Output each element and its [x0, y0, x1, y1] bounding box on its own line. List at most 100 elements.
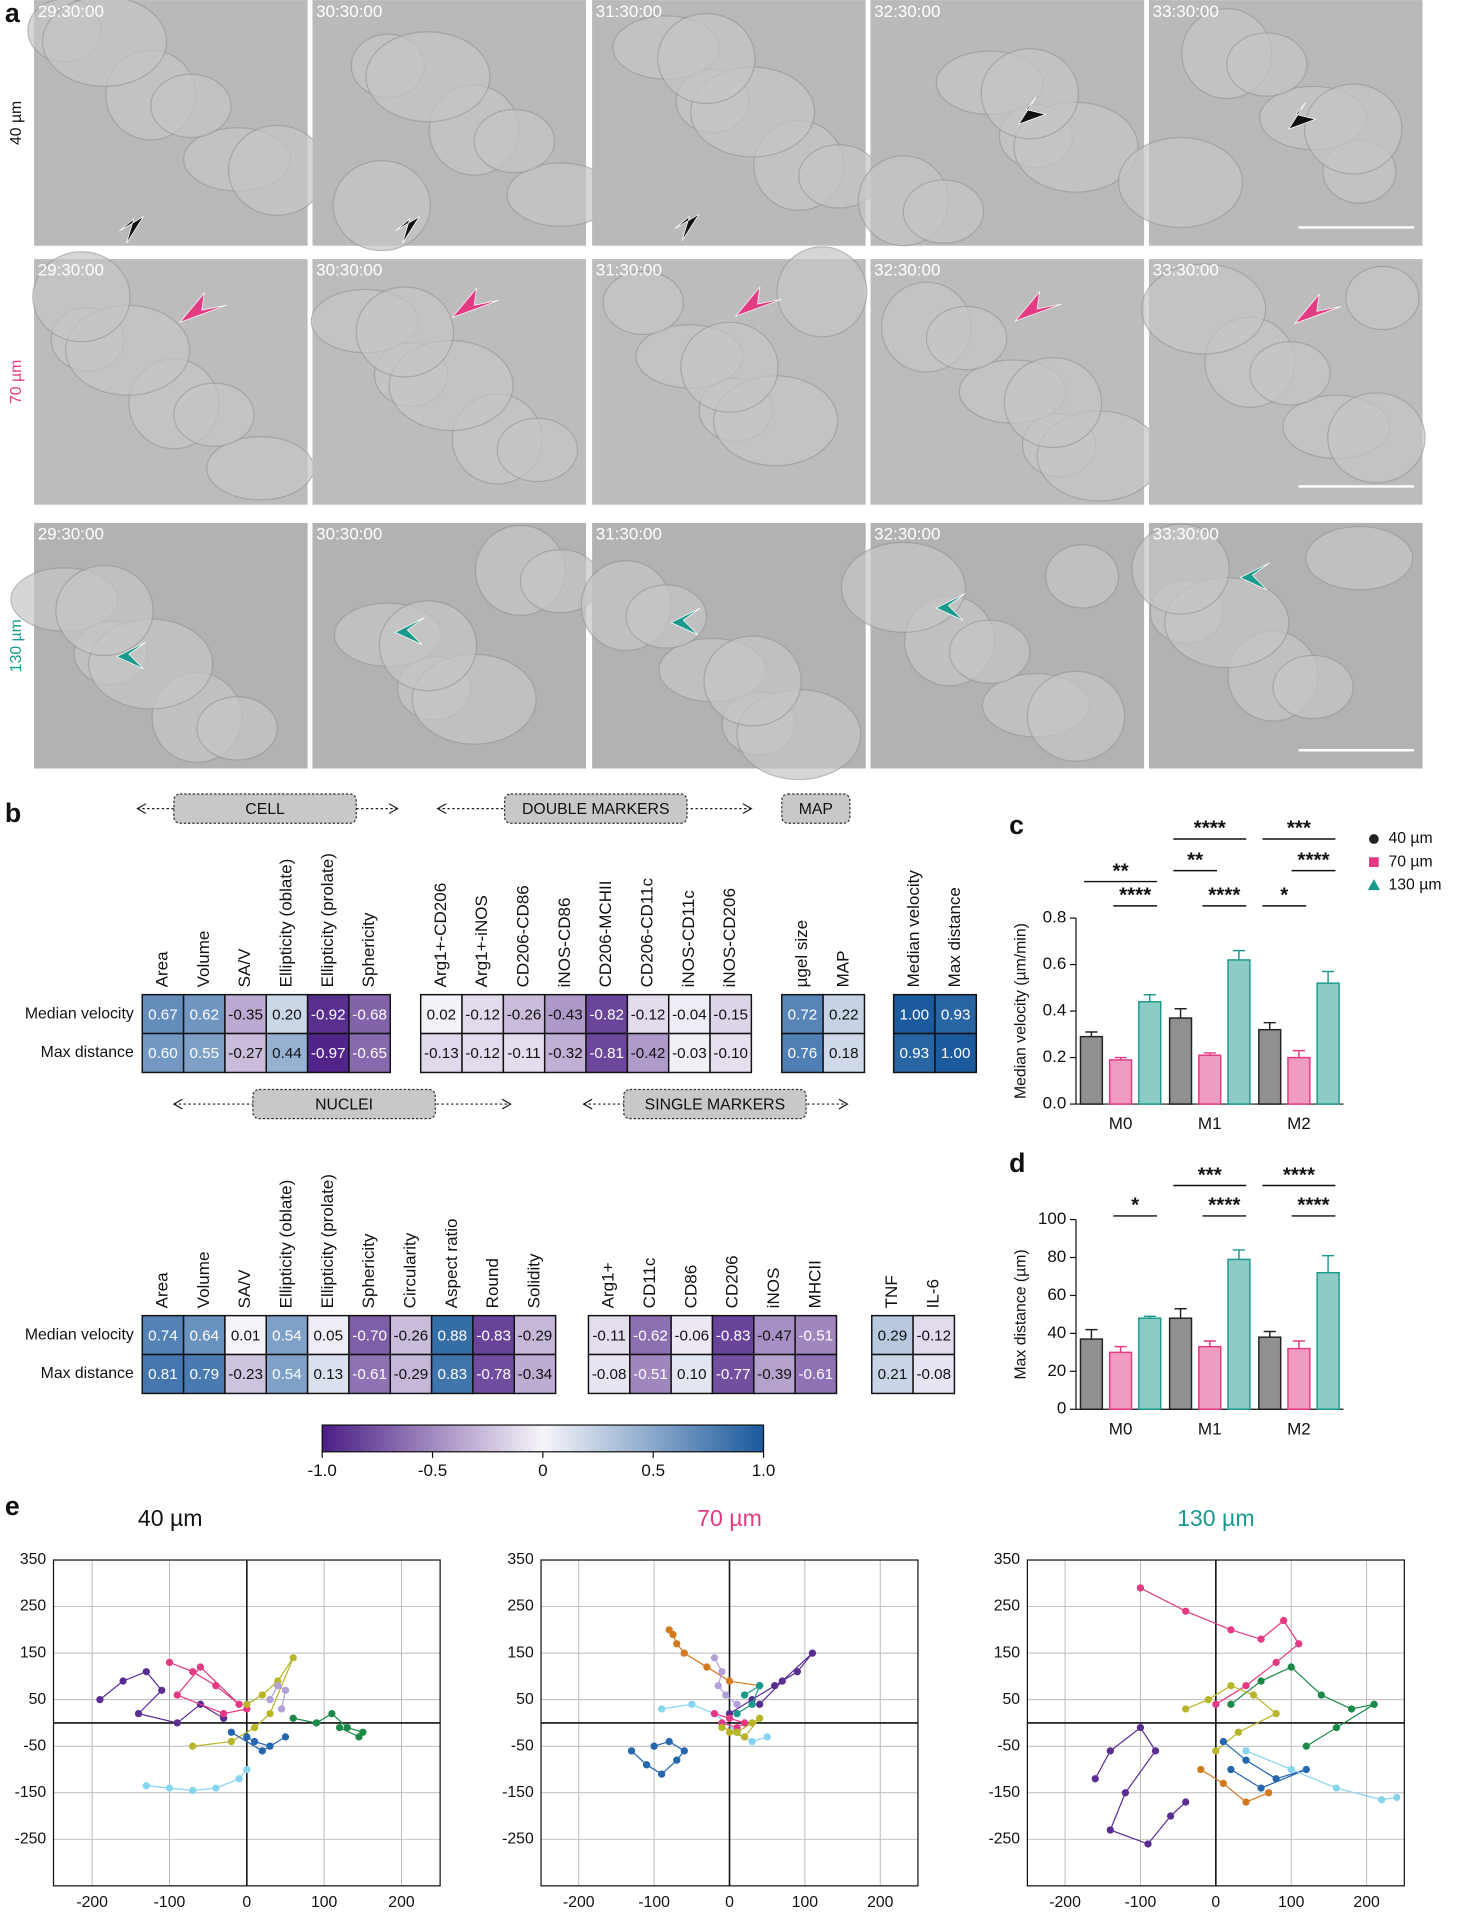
track-point	[196, 1663, 205, 1671]
timestamp: 33:30:00	[1153, 2, 1219, 21]
cell-outline	[680, 321, 779, 413]
x-tick-label: 200	[1353, 1894, 1380, 1911]
heatmap-cell	[794, 1353, 838, 1395]
cell-outline	[703, 635, 802, 727]
y-tick-label: 0.2	[1043, 1047, 1067, 1066]
track-point	[1249, 1691, 1258, 1699]
cell-outline	[355, 286, 455, 378]
cell-value: -0.78	[476, 1366, 511, 1383]
colorbar-tick-label: -1.0	[308, 1461, 337, 1480]
track-point	[1219, 1737, 1228, 1746]
cell-value: -0.12	[631, 1006, 666, 1023]
y-tick-label: 150	[994, 1644, 1021, 1661]
timestamp: 32:30:00	[874, 261, 940, 280]
y-tick-label: 350	[994, 1551, 1021, 1568]
cell-outline	[55, 564, 154, 657]
track-point	[740, 1691, 749, 1699]
row-label: 130 µm	[8, 619, 25, 672]
track-point	[266, 1696, 274, 1704]
heatmap-cell	[182, 1032, 226, 1074]
heatmap-cell	[912, 1353, 956, 1395]
track-point	[1272, 1709, 1280, 1718]
heatmap-cell	[472, 1353, 516, 1395]
track-point	[1242, 1756, 1250, 1764]
x-tick-label: M0	[1109, 1114, 1133, 1133]
x-tick-label: 200	[867, 1894, 894, 1911]
x-tick-label: 0	[725, 1894, 734, 1911]
cell-value: -0.23	[228, 1366, 263, 1383]
bar	[1168, 1317, 1193, 1410]
track-point	[763, 1733, 771, 1741]
track-point	[1302, 1765, 1310, 1774]
section-pill	[781, 793, 851, 824]
cell-value: 0.72	[788, 1006, 818, 1023]
track-point	[1347, 1705, 1356, 1713]
cell-outline	[365, 31, 491, 123]
track-point	[281, 1686, 290, 1694]
timestamp: 31:30:00	[596, 261, 662, 280]
heatmap-cell	[265, 1032, 309, 1074]
cell-value: 0.02	[427, 1006, 457, 1023]
cell-value: -0.12	[916, 1327, 951, 1344]
cell-value: -0.26	[507, 1006, 542, 1023]
track-point	[250, 1723, 259, 1732]
cell-value: -0.92	[311, 1006, 346, 1023]
track-point	[680, 1747, 688, 1755]
x-tick-label: M1	[1198, 1114, 1222, 1133]
cell-value: 0.79	[189, 1366, 219, 1383]
heatmap-cell	[626, 1032, 670, 1074]
arrow-head	[582, 1098, 593, 1110]
arrow-head	[388, 803, 399, 815]
cell-value: -0.12	[465, 1045, 500, 1062]
cell-value: 0.83	[438, 1366, 468, 1383]
timestamp: 33:30:00	[1153, 261, 1219, 280]
section-label: NUCLEI	[315, 1096, 373, 1113]
colorbar-tick-label: -0.5	[418, 1461, 447, 1480]
column-header: Arg1+-CD206	[431, 883, 450, 988]
track-point	[289, 1654, 297, 1662]
track-point	[1264, 1789, 1273, 1797]
heatmap-cell	[224, 1032, 267, 1074]
colorbar-tick-label: 0	[538, 1461, 547, 1480]
column-header: MHCII	[805, 1260, 824, 1308]
track-point	[189, 1668, 197, 1676]
column-header: µgel size	[792, 920, 811, 988]
x-tick-label: 100	[1278, 1894, 1305, 1911]
trajectory	[1222, 1741, 1307, 1789]
track-point	[1272, 1775, 1280, 1783]
panel-label: a	[5, 0, 21, 28]
track-point	[1242, 1682, 1250, 1690]
cell-value: -0.51	[799, 1327, 834, 1344]
y-axis-label: Median velocity (µm/min)	[1012, 923, 1029, 1099]
track-point	[1378, 1796, 1386, 1804]
x-tick-label: -100	[154, 1894, 186, 1911]
heatmap-cell	[348, 993, 392, 1035]
x-tick-label: 200	[388, 1894, 415, 1911]
track-point	[673, 1640, 681, 1648]
track-point	[1136, 1584, 1145, 1592]
cell-value: -0.47	[757, 1327, 792, 1344]
cell-value: 0.88	[438, 1327, 468, 1344]
y-tick-label: -50	[23, 1737, 46, 1754]
cell-value: 0.20	[272, 1006, 302, 1023]
track-point	[714, 1682, 722, 1690]
track-point	[1295, 1640, 1303, 1648]
cell-value: 0.21	[878, 1366, 908, 1383]
heatmap-cell	[667, 993, 711, 1035]
y-tick-label: 350	[507, 1551, 534, 1568]
heatmap-cell	[513, 1353, 557, 1395]
track-point	[1212, 1700, 1220, 1708]
track-point	[1317, 1691, 1326, 1699]
trajectory	[736, 1684, 761, 1715]
track-point	[173, 1719, 181, 1727]
x-tick-label: -200	[563, 1894, 595, 1911]
significance-label: ****	[1297, 1194, 1330, 1217]
trajectory	[269, 1684, 287, 1710]
bar	[1287, 1056, 1311, 1105]
track-point	[1227, 1700, 1235, 1708]
track-point	[710, 1654, 719, 1662]
heatmap-cell	[822, 993, 866, 1035]
error-bar	[1085, 1328, 1098, 1340]
bar	[1227, 1258, 1251, 1410]
